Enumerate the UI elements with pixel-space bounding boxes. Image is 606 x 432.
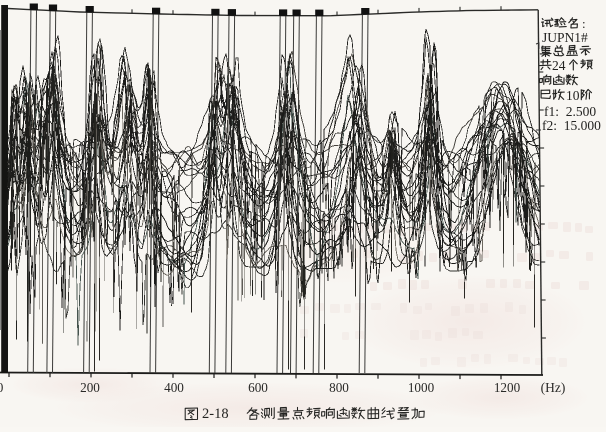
svg-text:200: 200 (80, 380, 100, 395)
svg-text:f1: 2.500: f1: 2.500 (544, 104, 596, 119)
svg-text:f2: 15.000: f2: 15.000 (542, 118, 601, 133)
svg-text:0: 0 (0, 380, 4, 395)
svg-text:400: 400 (164, 380, 184, 395)
svg-text:1200: 1200 (494, 380, 521, 395)
svg-text::: : (582, 16, 586, 31)
svg-text:1000: 1000 (408, 380, 435, 395)
svg-text:24: 24 (552, 58, 566, 73)
svg-text:10: 10 (566, 88, 580, 103)
svg-text:2-18: 2-18 (202, 406, 229, 422)
svg-text:JUPN1#: JUPN1# (542, 30, 588, 45)
svg-text:(Hz): (Hz) (541, 380, 566, 395)
svg-text:600: 600 (248, 380, 268, 395)
svg-text:800: 800 (329, 380, 349, 395)
